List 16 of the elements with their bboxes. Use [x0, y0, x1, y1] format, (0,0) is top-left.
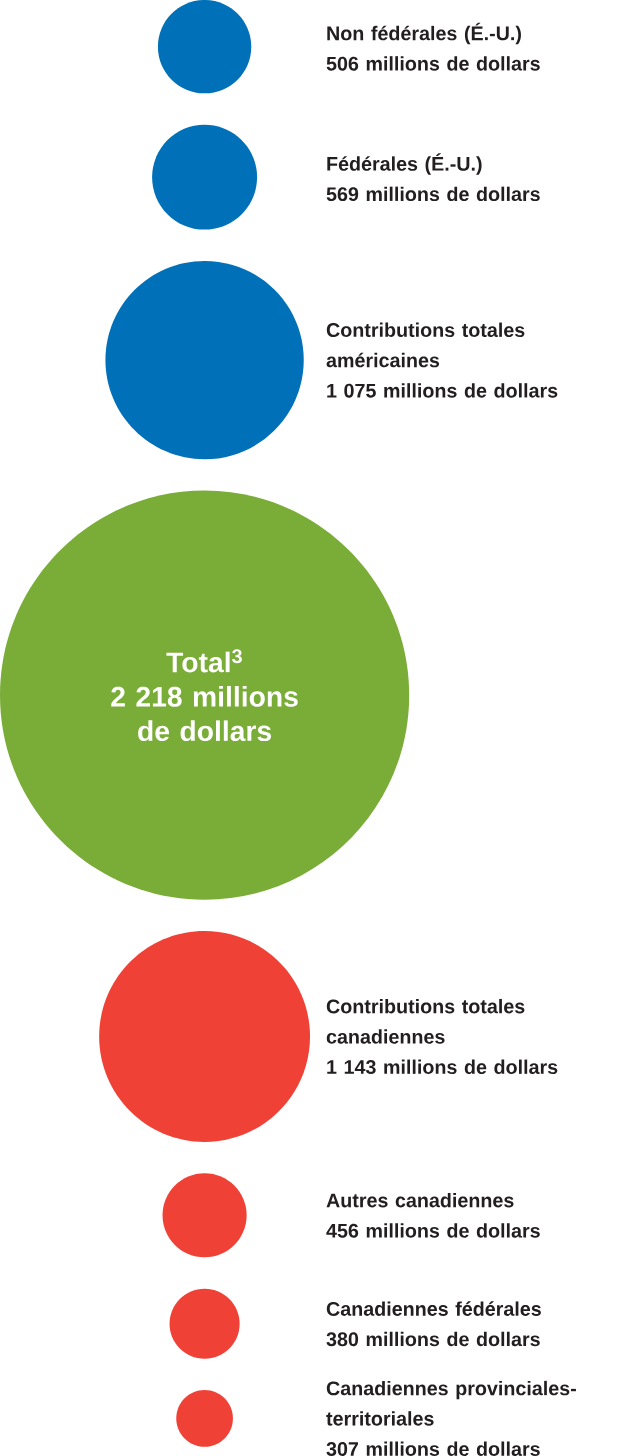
data-label: 569 millions de dollars — [326, 186, 540, 202]
category-label: Contributions totales américaines — [326, 322, 525, 368]
category-label: Fédérales (É.-U.) — [327, 153, 482, 175]
category-label: Total$^{3}$ — [166, 649, 242, 673]
data-label: 1 075 millions de dollars — [327, 383, 558, 398]
category-label: Canadiennes provinciales-territoriales — [326, 1380, 576, 1426]
category-label: Canadiennes fédérales — [326, 1301, 541, 1316]
data-label: 307 millions de dollars — [326, 1441, 540, 1456]
data-label: 2 218 millions de dollars — [111, 686, 298, 742]
category-label: Autres canadiennes — [326, 1192, 514, 1208]
data-label: 506 millions de dollars — [326, 56, 540, 71]
category-label: Contributions totales canadiennes — [326, 998, 525, 1044]
category-label: Non fédérales (É.-U.) — [327, 22, 521, 45]
data-label: 380 millions de dollars — [326, 1331, 540, 1347]
data-label: 456 millions de dollars — [326, 1223, 540, 1238]
data-label: 1 143 millions de dollars — [327, 1059, 558, 1075]
